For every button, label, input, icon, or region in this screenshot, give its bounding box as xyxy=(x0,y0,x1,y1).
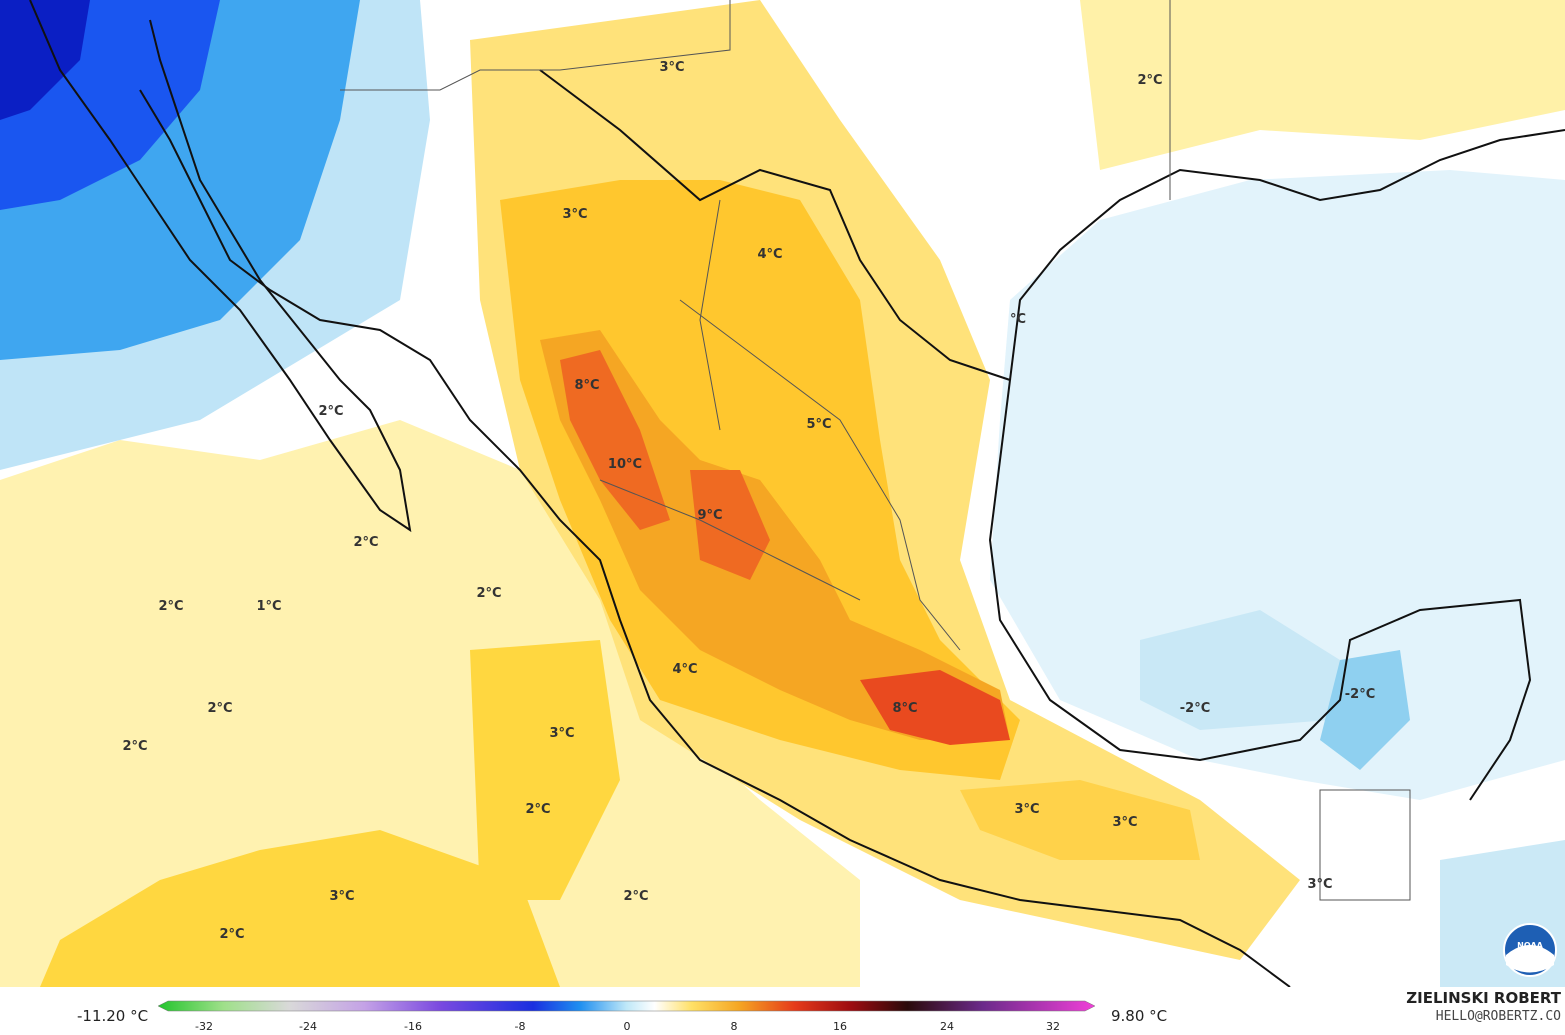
legend-tick: 8 xyxy=(730,1020,738,1033)
legend-tick: 24 xyxy=(940,1020,954,1033)
legend-footer: -11.20 °C 9.80 °C xyxy=(0,987,1565,1035)
borders xyxy=(340,0,1411,901)
legend-tick: -32 xyxy=(195,1020,213,1033)
coastlines xyxy=(29,0,1565,987)
temp-label: °C xyxy=(1010,312,1026,327)
temp-label: 3°C xyxy=(549,726,574,741)
temp-label: 2°C xyxy=(219,927,244,942)
warm-region-pacific xyxy=(0,420,860,987)
very-hot-region-central xyxy=(690,470,770,580)
temp-label: 2°C xyxy=(158,599,183,614)
temp-label: 2°C xyxy=(476,586,501,601)
temp-label: 3°C xyxy=(1307,877,1332,892)
temp-label: 4°C xyxy=(757,247,782,262)
temperature-anomaly-map: 3°C 2°C 3°C 4°C °C 8°C 2°C 5°C 10°C 9°C … xyxy=(0,0,1565,987)
warm-region-pacific-strong xyxy=(470,640,620,900)
temp-label: 2°C xyxy=(353,535,378,550)
cold-region-northwest-deep xyxy=(0,0,90,120)
temp-label: 2°C xyxy=(525,802,550,817)
temp-label: 2°C xyxy=(1137,73,1162,88)
temp-label: 8°C xyxy=(892,701,917,716)
legend-tick: -24 xyxy=(299,1020,317,1033)
legend-max-value: 9.80 °C xyxy=(1111,1007,1168,1025)
temperature-labels: 3°C 2°C 3°C 4°C °C 8°C 2°C 5°C 10°C 9°C … xyxy=(122,60,1375,942)
very-hot-region-sierra xyxy=(560,350,670,530)
legend-tick: 0 xyxy=(623,1020,631,1033)
hotter-region-sierra xyxy=(540,330,1010,740)
cold-region-gulf-cores xyxy=(1140,610,1340,730)
warm-region-northeast xyxy=(1080,0,1565,170)
temp-label: 2°C xyxy=(207,701,232,716)
temp-label: 4°C xyxy=(672,662,697,677)
temp-label: 10°C xyxy=(608,457,642,472)
warm-region-southeast xyxy=(960,780,1200,860)
legend-tick: 32 xyxy=(1046,1020,1060,1033)
legend-min-value: -11.20 °C xyxy=(77,1007,149,1025)
temp-label: 3°C xyxy=(659,60,684,75)
very-hot-region-south xyxy=(860,670,1010,745)
noaa-logo: NOAA xyxy=(1503,923,1557,977)
temp-label: 3°C xyxy=(329,889,354,904)
temp-label: 2°C xyxy=(318,404,343,419)
temp-label: 3°C xyxy=(1112,815,1137,830)
temp-label: -2°C xyxy=(1345,687,1375,702)
cold-region-gulf xyxy=(990,170,1565,800)
temp-label: 9°C xyxy=(697,508,722,523)
legend-tick: -8 xyxy=(514,1020,526,1033)
legend-colorbar xyxy=(157,1000,1096,1012)
temp-label: 3°C xyxy=(1014,802,1039,817)
temp-label: 1°C xyxy=(256,599,281,614)
author-email: HELLO@ROBERTZ.CO xyxy=(1435,1009,1561,1024)
temp-label: 5°C xyxy=(806,417,831,432)
noaa-logo-text: NOAA xyxy=(1517,941,1543,950)
temp-label: -2°C xyxy=(1180,701,1210,716)
temp-label: 2°C xyxy=(122,739,147,754)
author-credit: ZIELINSKI ROBERT xyxy=(1406,989,1561,1007)
temp-label: 3°C xyxy=(562,207,587,222)
temp-label: 8°C xyxy=(574,378,599,393)
legend-tick: -16 xyxy=(404,1020,422,1033)
warm-region-pacific-south xyxy=(40,830,560,987)
legend-tick: 16 xyxy=(833,1020,847,1033)
temp-label: 2°C xyxy=(623,889,648,904)
